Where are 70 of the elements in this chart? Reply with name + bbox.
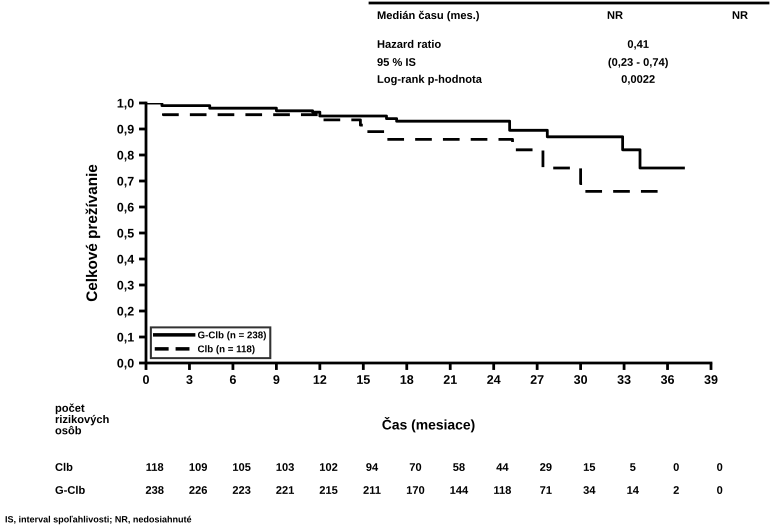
text: 58 [453,463,465,471]
text: 70 [410,463,422,471]
legend-label: G-Clb (n = 238) [198,331,266,340]
text: 5 [630,463,636,471]
text: 44 [496,463,509,471]
y-tick-label: 0,3 [117,280,134,292]
y-tick-label: 0,8 [117,150,134,162]
text: počet rizikových osôb [55,403,109,434]
x-tick-label: 39 [704,375,718,384]
legend-label: Clb (n = 118) [198,345,255,354]
x-tick-label: 18 [400,375,414,384]
text: 29 [540,463,552,471]
text: 0 [674,463,679,471]
y-tick-label: 1,0 [118,98,134,110]
y-tick-label: 0,4 [117,254,134,266]
text: 103 [276,463,294,471]
x-tick-label: 30 [574,375,588,384]
y-tick-label: 0,7 [117,176,134,188]
text: 15 [584,463,596,471]
x-axis-title: Čas (mesiace) [382,417,475,432]
text: NR [608,11,623,19]
text: 2 [674,486,679,494]
text: 105 [233,463,251,471]
y-axis-title: Celkové prežívanie [86,164,100,302]
text: 71 [540,486,552,494]
text: 211 [363,486,381,494]
text: (0,23 - 0,74) [608,58,668,68]
text: Log-rank p-hodnota [378,74,482,86]
text: 0,0022 [622,75,655,85]
text: 0 [717,486,722,494]
y-tick-label: 0,5 [117,228,134,240]
text: 226 [189,486,208,494]
text: NR [732,11,748,19]
x-tick-label: 12 [314,375,326,384]
text: 14 [627,486,639,494]
text: 223 [232,486,250,494]
text: 170 [406,486,424,494]
text: 94 [366,463,378,471]
text: 0 [717,463,722,471]
y-tick-label: 0,6 [117,202,134,214]
y-tick-label: 0,1 [117,332,134,344]
text: 144 [450,486,468,494]
x-tick-label: 36 [660,375,674,384]
x-tick-label: 3 [186,375,192,384]
text: 118 [146,463,164,471]
text: Medián času (mes.) [378,10,479,22]
x-tick-label: 24 [487,375,501,384]
x-tick-label: 9 [273,375,280,384]
x-tick-label: 6 [230,375,236,384]
x-tick-label: 0 [143,375,149,384]
text: Clb [55,462,72,471]
text: 109 [190,463,208,471]
y-tick-label: 0,0 [117,358,134,370]
x-tick-label: 21 [444,375,457,384]
y-tick-label: 0,9 [117,124,134,136]
y-tick-label: 0,2 [117,306,134,318]
text: G-Clb [55,486,85,494]
text: 238 [146,486,164,494]
x-tick-label: 33 [617,375,631,384]
text: 34 [583,486,596,494]
text: Hazard ratio [378,40,441,48]
text: 95 % IS [377,58,416,66]
text: 102 [320,463,338,471]
text: IS, interval spoľahlivosti; NR, nedosiahnuté [6,516,192,524]
text: 118 [494,486,512,494]
text: 0,41 [628,40,649,50]
x-tick-label: 27 [530,375,544,384]
text: 215 [320,486,338,494]
text: 221 [276,486,294,494]
x-tick-label: 15 [357,375,370,384]
